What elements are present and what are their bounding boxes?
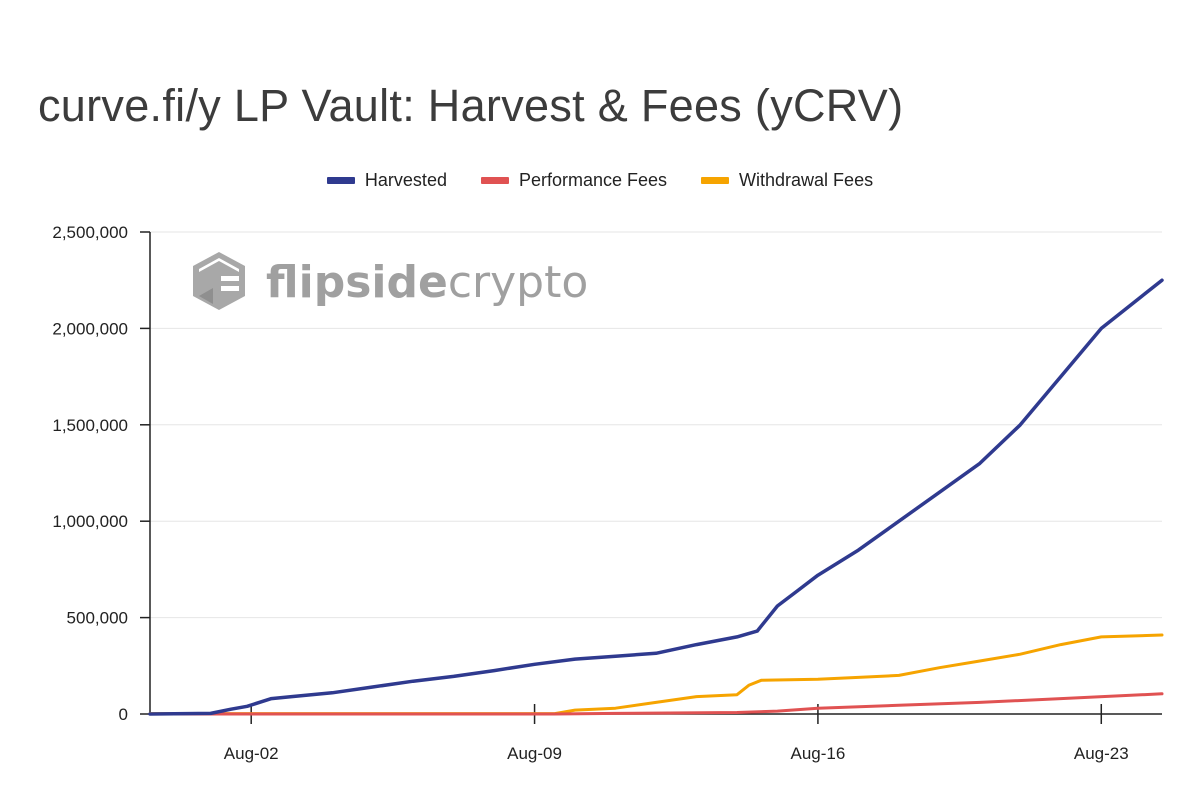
y-tick-label: 1,000,000 bbox=[52, 512, 128, 531]
series-line-performance-fees bbox=[148, 692, 1164, 716]
x-tick-label: Aug-16 bbox=[791, 744, 846, 763]
series-line-withdrawal-fees bbox=[148, 633, 1164, 716]
y-tick-label: 2,500,000 bbox=[52, 223, 128, 242]
watermark: flipsidecrypto bbox=[193, 252, 588, 310]
tick-labels: 0 500,000 1,000,000 1,500,000 2,000,000 2,500… bbox=[52, 223, 1128, 763]
watermark-brand: flipsidecrypto bbox=[266, 257, 588, 308]
legend-label-withdrawal-fees: Withdrawal Fees bbox=[739, 170, 874, 190]
y-tick-label: 0 bbox=[119, 705, 128, 724]
series-line-harvested bbox=[148, 278, 1164, 716]
series-lines bbox=[148, 278, 1164, 716]
watermark-brand-bold: flipside bbox=[266, 257, 448, 308]
legend-label-harvested: Harvested bbox=[364, 170, 447, 190]
legend-label-performance-fees: Performance Fees bbox=[518, 170, 668, 190]
chart-legend: Harvested Performance Fees Withdrawal Fe… bbox=[0, 170, 1200, 191]
y-tick-label: 1,500,000 bbox=[52, 416, 128, 435]
flipside-logo-icon bbox=[193, 252, 245, 310]
legend-item-harvested[interactable]: Harvested bbox=[326, 170, 447, 191]
legend-swatch-withdrawal-fees bbox=[701, 177, 730, 184]
x-tick-label: Aug-09 bbox=[507, 744, 562, 763]
chart-title: curve.fi/y LP Vault: Harvest & Fees (yCR… bbox=[38, 80, 904, 131]
legend-swatch-performance-fees bbox=[480, 177, 509, 184]
y-tick-label: 2,000,000 bbox=[52, 319, 128, 338]
legend-item-performance-fees[interactable]: Performance Fees bbox=[480, 170, 668, 191]
y-tick-label: 500,000 bbox=[67, 609, 128, 628]
x-tick-label: Aug-23 bbox=[1074, 744, 1129, 763]
watermark-brand-light: crypto bbox=[448, 257, 588, 308]
x-tick-label: Aug-02 bbox=[224, 744, 279, 763]
gridlines bbox=[150, 231, 1162, 619]
legend-swatch-harvested bbox=[326, 177, 355, 184]
legend-item-withdrawal-fees[interactable]: Withdrawal Fees bbox=[701, 170, 873, 191]
